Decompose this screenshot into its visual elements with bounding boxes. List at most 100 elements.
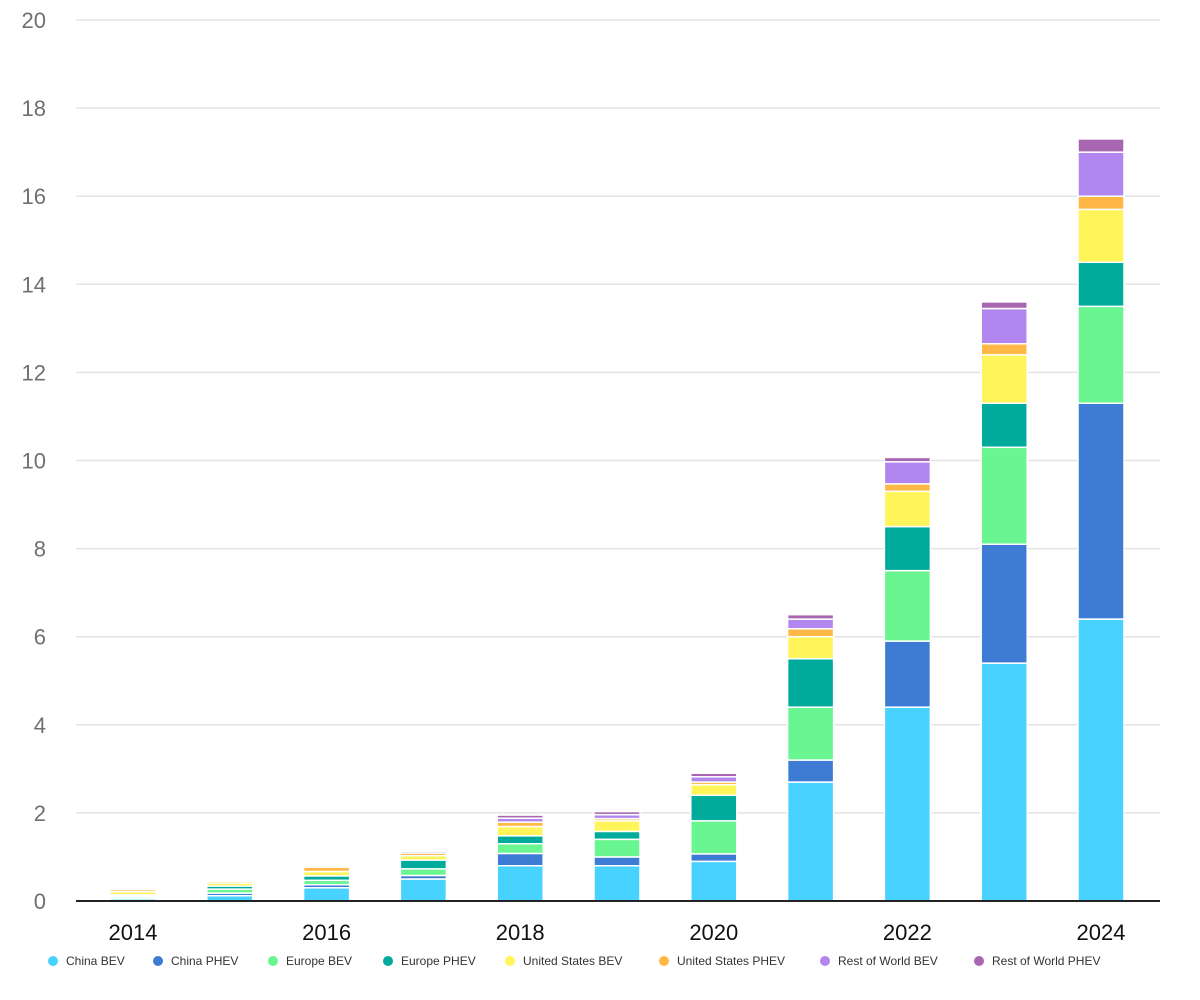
bar-segment: [1077, 402, 1125, 620]
bar-segment: [980, 662, 1028, 902]
legend-item: United States BEV: [505, 954, 622, 968]
bar-segment: [690, 853, 738, 863]
bar-segment: [496, 814, 544, 819]
bar-segment: [690, 776, 738, 783]
legend-label: Europe PHEV: [401, 954, 476, 968]
bar-segment: [1077, 305, 1125, 404]
legend-swatch: [48, 956, 58, 966]
bar-segment: [980, 402, 1028, 449]
y-tick-label: 4: [34, 713, 46, 738]
legend-swatch: [268, 956, 278, 966]
bar-segment: [1077, 618, 1125, 902]
bar-segment: [496, 835, 544, 845]
bar-segment: [399, 878, 448, 902]
bar-segment: [690, 860, 738, 902]
bar-segment: [593, 856, 641, 867]
bar-segment: [980, 354, 1028, 404]
legend-label: United States PHEV: [677, 954, 786, 968]
legend-item: Rest of World BEV: [820, 954, 938, 968]
legend-item: China PHEV: [153, 954, 238, 968]
y-tick-label: 16: [22, 184, 46, 209]
bar-segment: [206, 878, 254, 881]
legend-label: United States BEV: [523, 954, 623, 968]
gridlines: [76, 19, 1160, 814]
bar-segment: [399, 868, 448, 877]
bar-segment: [1077, 208, 1125, 264]
x-tick-label: 2018: [496, 920, 545, 945]
bar-segment: [980, 543, 1028, 664]
y-tick-label: 8: [34, 537, 46, 562]
legend-label: Rest of World PHEV: [992, 954, 1101, 968]
bar-segment: [690, 783, 738, 797]
y-tick-label: 10: [22, 449, 46, 474]
legend-item: United States PHEV: [659, 954, 785, 968]
bar-segment: [496, 865, 544, 902]
bar-segment: [786, 628, 835, 638]
bar-segment: [593, 830, 641, 841]
bar-segment: [883, 706, 932, 902]
bar-segment: [786, 706, 835, 761]
legend-swatch: [505, 956, 515, 966]
bar-segment: [109, 887, 157, 890]
x-tick-label: 2016: [302, 920, 351, 945]
bar-segment: [786, 657, 835, 708]
bar-segment: [496, 842, 544, 855]
y-tick-label: 12: [22, 360, 46, 385]
bar-segment: [690, 820, 738, 855]
legend-item: Europe BEV: [268, 954, 352, 968]
bar-segment: [883, 456, 932, 463]
legend-label: China PHEV: [171, 954, 239, 968]
bar-segment: [593, 838, 641, 858]
y-tick-label: 2: [34, 801, 46, 826]
y-tick-label: 14: [22, 272, 46, 297]
bar-segment: [980, 307, 1028, 345]
bar-segment: [786, 618, 835, 630]
bar-segment: [980, 446, 1028, 545]
x-tick-label: 2024: [1077, 920, 1126, 945]
legend-swatch: [659, 956, 669, 966]
legend-label: Rest of World BEV: [838, 954, 938, 968]
bar-segment: [980, 343, 1028, 356]
bar-segment: [883, 525, 932, 572]
bar-segment: [980, 301, 1028, 310]
bar-segment: [883, 640, 932, 708]
bars: [109, 138, 1125, 902]
bar-segment: [883, 461, 932, 485]
x-tick-label: 2022: [883, 920, 932, 945]
bar-segment: [593, 820, 641, 833]
legend-label: China BEV: [66, 954, 125, 968]
legend: China BEV China PHEV Europe BEV Europe PHEV…: [0, 954, 1200, 976]
bar-segment: [1077, 195, 1125, 211]
bar-segment: [1077, 261, 1125, 308]
legend-swatch: [820, 956, 830, 966]
bar-segment: [883, 483, 932, 493]
bar-segment: [883, 490, 932, 528]
bar-segment: [399, 849, 448, 852]
bar-segment: [593, 810, 641, 816]
y-tick-label: 0: [34, 889, 46, 914]
bar-segment: [786, 759, 835, 783]
bar-segment: [786, 781, 835, 902]
bar-segment: [883, 569, 932, 642]
bar-segment: [302, 863, 351, 867]
legend-swatch: [153, 956, 163, 966]
y-tick-label: 20: [22, 8, 46, 33]
bar-segment: [496, 825, 544, 837]
y-tick-label: 6: [34, 625, 46, 650]
legend-swatch: [974, 956, 984, 966]
bar-segment: [593, 865, 641, 902]
legend-swatch: [383, 956, 393, 966]
y-axis: 0 2 4 6 8 10 12 14 16 18 20: [22, 8, 46, 914]
x-axis: 2014 2016 2018 2020 2022 2024: [76, 900, 1160, 945]
bar-segment: [1077, 138, 1125, 153]
legend-item: Europe PHEV: [383, 954, 476, 968]
bar-segment: [690, 772, 738, 778]
bar-segment: [786, 613, 835, 620]
bar-segment: [302, 887, 351, 902]
legend-label: Europe BEV: [286, 954, 353, 968]
bar-segment: [690, 794, 738, 822]
bar-segment: [399, 859, 448, 870]
bar-segment: [496, 852, 544, 867]
legend-item: China BEV: [48, 954, 125, 968]
